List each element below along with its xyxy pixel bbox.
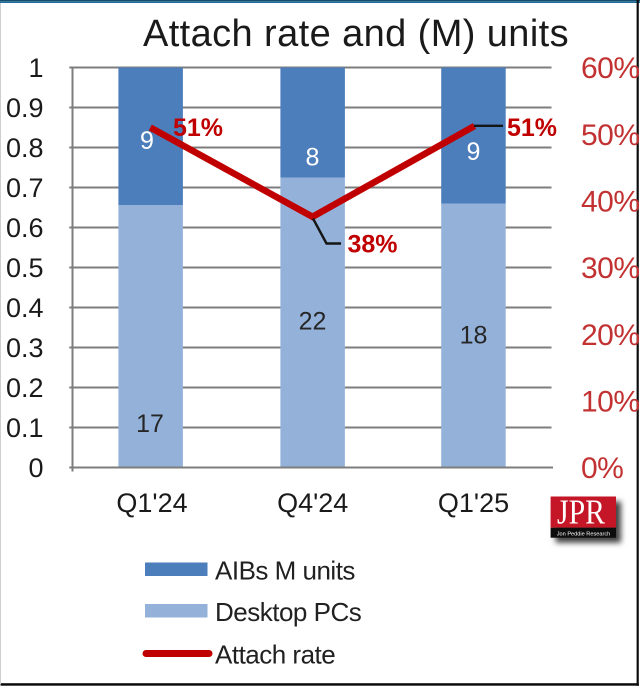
svg-text:17: 17 xyxy=(136,410,164,438)
svg-text:60%: 60% xyxy=(581,52,640,85)
svg-text:10%: 10% xyxy=(581,385,640,418)
svg-text:20%: 20% xyxy=(581,319,640,352)
svg-text:Attach rate: Attach rate xyxy=(215,640,335,670)
svg-text:JPR: JPR xyxy=(557,493,605,532)
svg-text:9: 9 xyxy=(467,138,481,166)
svg-text:51%: 51% xyxy=(173,114,223,142)
svg-text:38%: 38% xyxy=(347,231,397,259)
svg-text:0.1: 0.1 xyxy=(6,413,44,443)
svg-text:AIBs M units: AIBs M units xyxy=(215,556,355,586)
svg-text:50%: 50% xyxy=(581,119,640,152)
svg-text:Q1'24: Q1'24 xyxy=(116,488,187,518)
svg-text:0.7: 0.7 xyxy=(6,173,44,203)
svg-text:0.4: 0.4 xyxy=(6,293,44,323)
svg-text:30%: 30% xyxy=(581,252,640,285)
svg-text:9: 9 xyxy=(140,127,154,155)
svg-text:0.8: 0.8 xyxy=(6,133,44,163)
svg-text:0%: 0% xyxy=(581,452,623,485)
svg-text:0.2: 0.2 xyxy=(6,373,44,403)
svg-text:1: 1 xyxy=(28,53,43,83)
svg-text:Attach rate and (M) units: Attach rate and (M) units xyxy=(143,13,569,55)
svg-text:51%: 51% xyxy=(507,114,557,142)
svg-text:0.3: 0.3 xyxy=(6,333,44,363)
svg-text:Q1'25: Q1'25 xyxy=(438,488,509,518)
svg-text:0.9: 0.9 xyxy=(6,93,44,123)
svg-text:40%: 40% xyxy=(581,185,640,218)
svg-text:0.5: 0.5 xyxy=(6,253,44,283)
svg-text:22: 22 xyxy=(299,308,327,336)
svg-text:18: 18 xyxy=(460,322,488,350)
svg-text:Q4'24: Q4'24 xyxy=(277,488,348,518)
svg-text:Desktop PCs: Desktop PCs xyxy=(215,597,362,627)
svg-text:Jon Peddie Research: Jon Peddie Research xyxy=(557,531,611,537)
svg-text:0: 0 xyxy=(28,453,43,483)
svg-text:8: 8 xyxy=(306,144,320,172)
svg-text:0.6: 0.6 xyxy=(6,213,44,243)
